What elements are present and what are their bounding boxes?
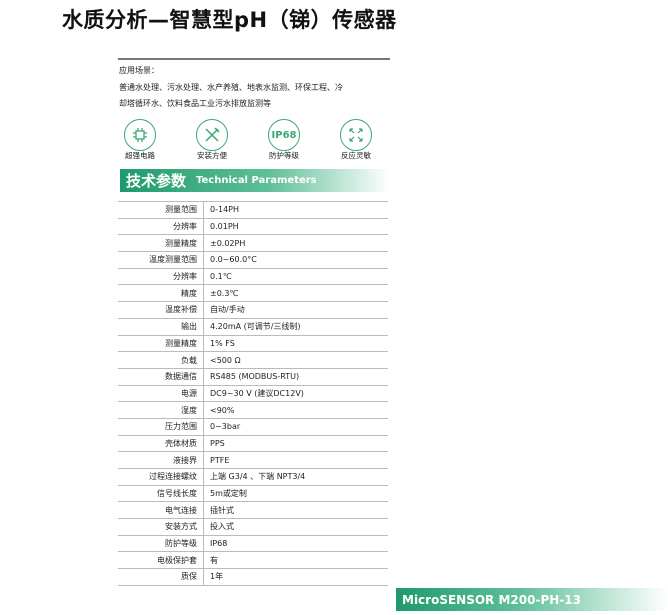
param-value: 投入式 [203, 518, 388, 536]
param-name: 压力范围 [118, 418, 204, 436]
table-row: 输出 4.20mA (可调节/三线制) [118, 318, 388, 336]
param-name: 电极保护套 [118, 551, 204, 570]
table-row: 液接界 PTFE [118, 451, 388, 469]
param-value: 0.01PH [203, 218, 388, 236]
table-row: 壳体材质 PPS [118, 435, 388, 453]
param-name: 液接界 [118, 451, 204, 469]
table-row: 精度 ±0.3℃ [118, 284, 388, 303]
param-value: 自动/手动 [203, 301, 388, 319]
table-row: 测量范围 0-14PH [118, 201, 388, 219]
table-row: 防护等级 IP68 [118, 535, 388, 553]
section-title-en: Technical Parameters [196, 175, 317, 186]
table-row: 测量精度 ±0.02PH [118, 234, 388, 253]
table-row: 压力范围 0~3bar [118, 418, 388, 436]
param-name: 测量精度 [118, 234, 204, 253]
params-table: 测量范围 0-14PH 分辨率 0.01PH 测量精度 ±0.02PH 温度测量范围 0.0~… [118, 201, 388, 586]
param-value: <90% [203, 401, 388, 419]
table-row: 数据通信 RS485 (MODBUS-RTU) [118, 368, 388, 386]
param-value: 4.20mA (可调节/三线制) [203, 318, 388, 336]
table-row: 安装方式 投入式 [118, 518, 388, 536]
application-text-line2: 却塔循环水、饮料食品工业污水排放监测等 [119, 99, 271, 108]
param-name: 输出 [118, 318, 204, 336]
tools-icon [196, 119, 228, 151]
application-label: 应用场景： [119, 66, 159, 75]
table-row: 测量精度 1% FS [118, 335, 388, 353]
param-value: 插针式 [203, 501, 388, 520]
param-name: 分辨率 [118, 218, 204, 236]
section-banner: 技术参数 Technical Parameters [120, 169, 390, 192]
param-name: 过程连接螺纹 [118, 468, 204, 486]
param-value: 上端 G3/4 、下端 NPT3/4 [203, 468, 388, 486]
table-row: 质保 1年 [118, 568, 388, 586]
table-row: 信号线长度 5m或定制 [118, 485, 388, 503]
param-value: 0-14PH [203, 201, 388, 219]
param-name: 防护等级 [118, 535, 204, 553]
param-value: ±0.3℃ [203, 284, 388, 303]
param-name: 信号线长度 [118, 485, 204, 503]
param-value: ±0.02PH [203, 234, 388, 253]
expand-arrows-icon [340, 119, 372, 151]
param-name: 精度 [118, 284, 204, 303]
param-name: 温度测量范围 [118, 251, 204, 269]
application-text-line1: 普通水处理、污水处理、水产养殖、地表水监测、环保工程、冷 [119, 83, 343, 92]
param-value: PPS [203, 435, 388, 453]
table-row: 分辨率 0.1℃ [118, 268, 388, 286]
param-value: 0.0~60.0°C [203, 251, 388, 269]
param-value: RS485 (MODBUS-RTU) [203, 368, 388, 386]
feature-label: 超强电路 [125, 151, 155, 160]
param-value: 1% FS [203, 335, 388, 353]
model-name: MicroSENSOR M200-PH-13 [402, 592, 581, 607]
param-value: 1年 [203, 568, 388, 586]
param-name: 质保 [118, 568, 204, 586]
param-name: 安装方式 [118, 518, 204, 536]
page-title: 水质分析—智慧型pH（锑）传感器 [62, 8, 397, 32]
table-row: 负载 <500 Ω [118, 351, 388, 369]
param-value: 0.1℃ [203, 268, 388, 286]
param-value: IP68 [203, 535, 388, 553]
param-name: 电气连接 [118, 501, 204, 520]
param-name: 湿度 [118, 401, 204, 419]
feature-label: 防护等级 [269, 151, 299, 160]
param-name: 分辨率 [118, 268, 204, 286]
param-value: PTFE [203, 451, 388, 469]
footer-banner: MicroSENSOR M200-PH-13 [396, 588, 668, 611]
param-value: 5m或定制 [203, 485, 388, 503]
param-value: 0~3bar [203, 418, 388, 436]
param-name: 测量精度 [118, 335, 204, 353]
table-row: 温度补偿 自动/手动 [118, 301, 388, 319]
param-value: DC9~30 V (建议DC12V) [203, 385, 388, 403]
param-name: 电源 [118, 385, 204, 403]
ip68-icon: IP68 [268, 119, 300, 151]
table-row: 电气连接 插针式 [118, 501, 388, 520]
param-name: 数据通信 [118, 368, 204, 386]
param-name: 负载 [118, 351, 204, 369]
divider [118, 58, 390, 60]
param-name: 壳体材质 [118, 435, 204, 453]
table-row: 温度测量范围 0.0~60.0°C [118, 251, 388, 269]
table-row: 分辨率 0.01PH [118, 218, 388, 236]
feature-label: 安装方便 [197, 151, 227, 160]
param-name: 温度补偿 [118, 301, 204, 319]
chip-icon [124, 119, 156, 151]
table-row: 电源 DC9~30 V (建议DC12V) [118, 385, 388, 403]
param-name: 测量范围 [118, 201, 204, 219]
feature-label: 反应灵敏 [341, 151, 371, 160]
param-value: 有 [203, 551, 388, 570]
table-row: 过程连接螺纹 上端 G3/4 、下端 NPT3/4 [118, 468, 388, 486]
table-row: 湿度 <90% [118, 401, 388, 419]
section-title-zh: 技术参数 [126, 172, 187, 190]
table-row: 电极保护套有 [118, 551, 388, 570]
param-value: <500 Ω [203, 351, 388, 369]
